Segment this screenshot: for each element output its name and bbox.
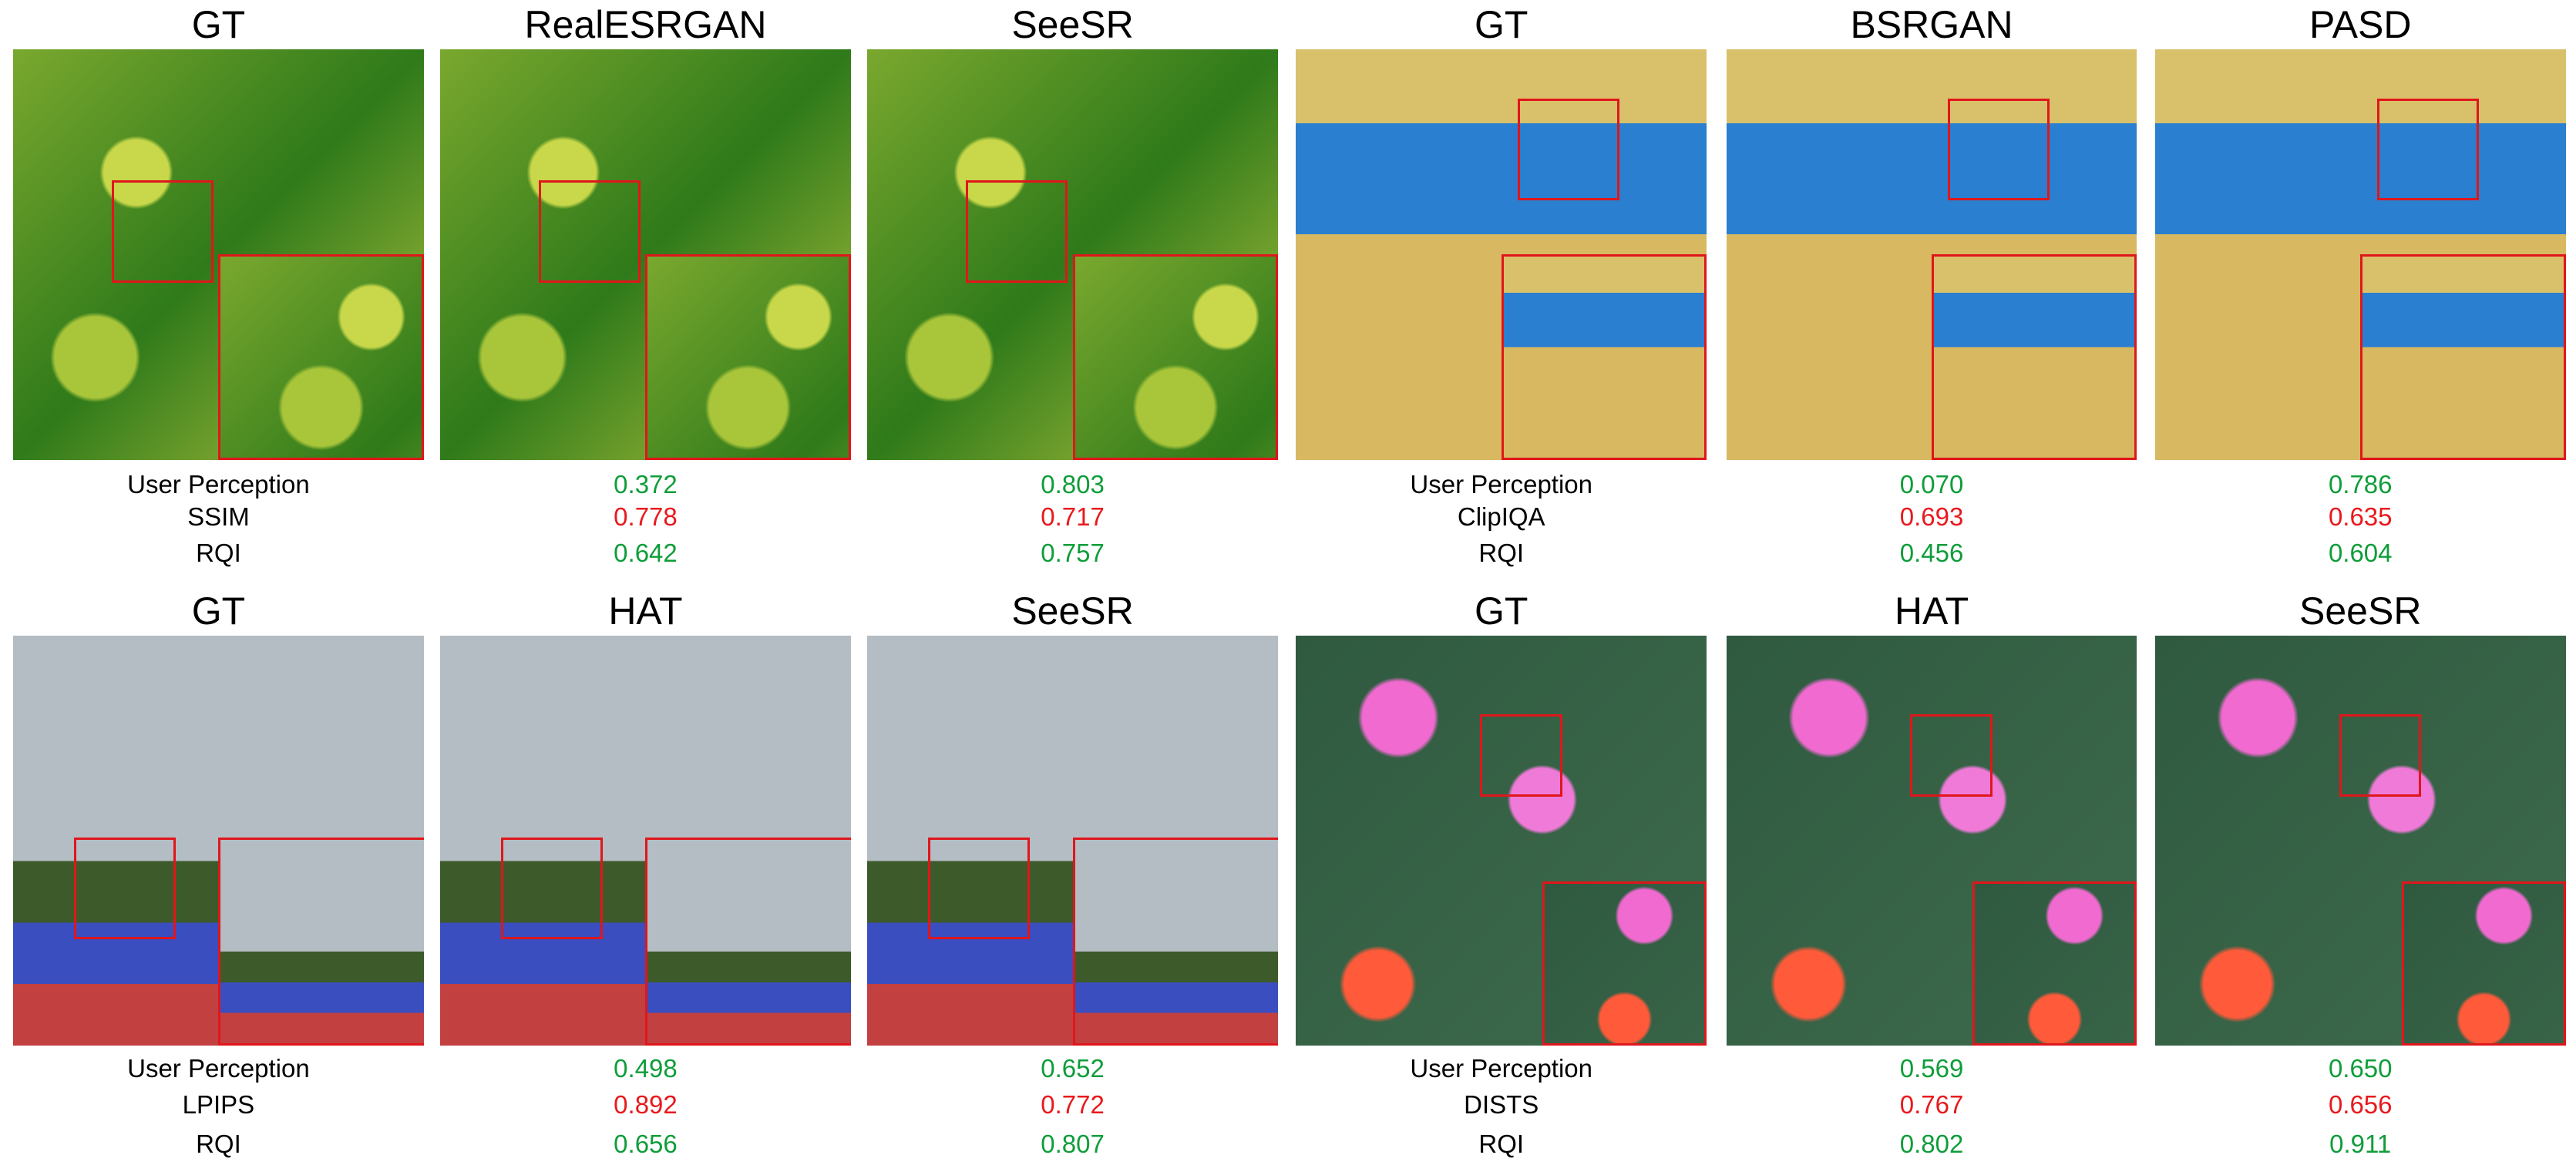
column-title: SeeSR — [2299, 589, 2422, 633]
zoom-box — [2339, 713, 2422, 797]
image — [2154, 49, 2566, 460]
zoom-box — [2376, 98, 2479, 200]
metric-value: 0.767 — [1899, 1090, 1964, 1120]
column-title: SeeSR — [1011, 2, 1134, 46]
zoom-box — [966, 180, 1068, 283]
metric-label: LPIPS — [182, 1090, 255, 1120]
zoom-box — [111, 180, 214, 283]
zoom-box — [538, 180, 641, 283]
zoom-inset — [1972, 881, 2137, 1046]
metric-value: 0.802 — [1899, 1130, 1964, 1159]
image — [1726, 49, 2137, 460]
metric-value: 0.807 — [1041, 1130, 1105, 1159]
image — [867, 635, 1278, 1046]
image — [1726, 635, 2137, 1046]
zoom-inset — [1542, 881, 1707, 1046]
image — [1296, 49, 1707, 460]
zoom-box — [1910, 713, 1993, 797]
metric-value: 0.604 — [2328, 539, 2393, 568]
metric-label: RQI — [1478, 1130, 1525, 1159]
zoom-box — [928, 837, 1031, 939]
column-title: HAT — [608, 589, 683, 633]
column-title: HAT — [1894, 589, 1969, 633]
metric-value: 0.652 — [1041, 1054, 1105, 1083]
column-title: GT — [1475, 589, 1528, 633]
image — [440, 49, 851, 460]
image — [1296, 635, 1707, 1046]
column-title: BSRGAN — [1850, 2, 2013, 46]
zoom-box — [1518, 98, 1620, 200]
zoom-box — [500, 837, 604, 939]
zoom-inset — [1501, 254, 1707, 460]
metric-value: 0.498 — [614, 1054, 678, 1083]
image — [13, 49, 424, 460]
metric-value: 0.642 — [614, 539, 678, 568]
metric-label: ClipIQA — [1457, 502, 1545, 532]
metric-value: 0.372 — [614, 469, 678, 499]
metric-label: User Perception — [1410, 469, 1593, 499]
zoom-box — [73, 837, 176, 939]
zoom-inset — [1072, 254, 1278, 460]
zoom-inset — [2360, 254, 2566, 460]
image — [867, 49, 1278, 460]
metric-value: 0.650 — [2328, 1054, 2393, 1083]
zoom-inset — [2401, 881, 2566, 1046]
metric-label: User Perception — [127, 1054, 310, 1083]
metric-label: RQI — [196, 1130, 241, 1159]
metric-value: 0.456 — [1899, 539, 1964, 568]
metric-value: 0.717 — [1041, 502, 1105, 532]
image — [440, 635, 851, 1046]
metric-value: 0.070 — [1899, 469, 1964, 499]
column-title: GT — [191, 2, 246, 46]
metric-value: 0.693 — [1899, 502, 1964, 532]
metric-label: RQI — [196, 539, 241, 568]
metric-value: 0.635 — [2328, 502, 2393, 532]
image — [2154, 635, 2566, 1046]
column-title: GT — [191, 589, 246, 633]
zoom-inset — [218, 837, 424, 1046]
zoom-inset — [645, 837, 851, 1046]
metric-label: SSIM — [187, 502, 250, 532]
metric-value: 0.757 — [1041, 539, 1105, 568]
zoom-inset — [1932, 254, 2137, 460]
column-title: GT — [1475, 2, 1528, 46]
zoom-box — [1948, 98, 2050, 200]
metric-value: 0.892 — [614, 1090, 678, 1120]
metric-value: 0.772 — [1041, 1090, 1105, 1120]
column-title: PASD — [2309, 2, 2412, 46]
zoom-inset — [645, 254, 851, 460]
metric-value: 0.778 — [614, 502, 678, 532]
metric-value: 0.803 — [1041, 469, 1105, 499]
metric-value: 0.786 — [2328, 469, 2393, 499]
metric-value: 0.911 — [2329, 1130, 2392, 1159]
zoom-box — [1480, 713, 1562, 797]
metric-label: DISTS — [1464, 1090, 1539, 1120]
column-title: RealESRGAN — [524, 2, 767, 46]
zoom-inset — [1072, 837, 1278, 1046]
metric-label: User Perception — [1410, 1054, 1593, 1083]
zoom-inset — [218, 254, 424, 460]
metric-value: 0.569 — [1899, 1054, 1964, 1083]
metric-value: 0.656 — [2328, 1090, 2393, 1120]
image — [13, 635, 424, 1046]
metric-value: 0.656 — [614, 1130, 678, 1159]
metric-label: RQI — [1478, 539, 1525, 568]
column-title: SeeSR — [1011, 589, 1134, 633]
metric-label: User Perception — [127, 469, 310, 499]
